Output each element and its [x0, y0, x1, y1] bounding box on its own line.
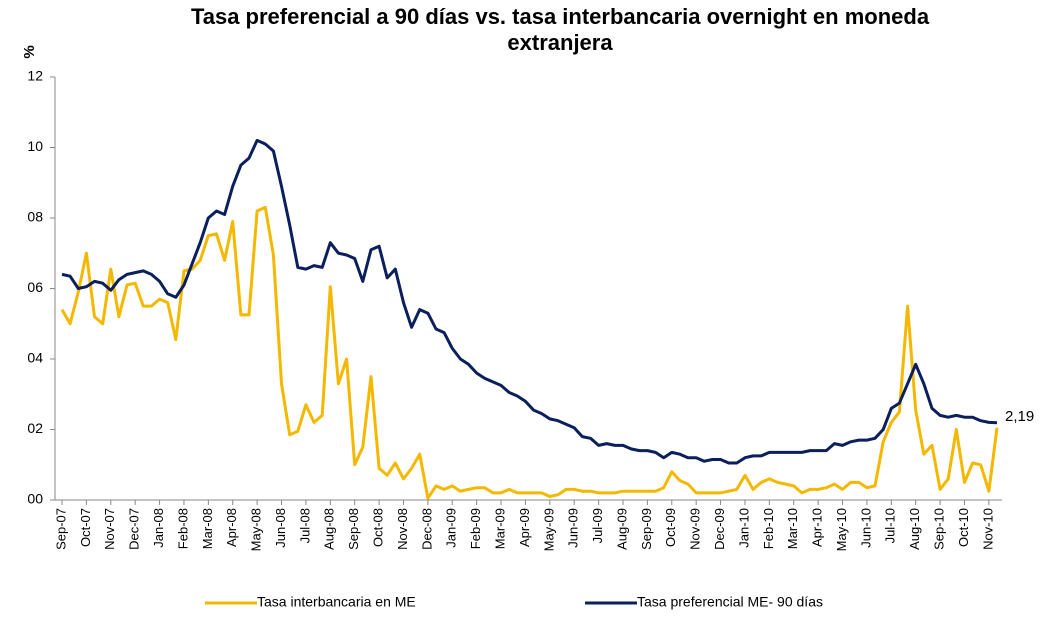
- x-tick-label: Aug-08: [322, 508, 337, 550]
- x-tick-label: Nov-09: [688, 508, 703, 550]
- legend-label: Tasa preferencial ME- 90 días: [637, 594, 823, 610]
- x-tick-label: Feb-10: [761, 508, 776, 549]
- x-tick-label: Jun-09: [566, 508, 581, 548]
- x-tick-label: May-09: [541, 508, 556, 551]
- x-tick-label: Aug-09: [614, 508, 629, 550]
- x-tick-label: Jul-10: [883, 508, 898, 543]
- x-tick-label: Oct-10: [956, 508, 971, 547]
- x-tick-label: Dec-08: [419, 508, 434, 550]
- x-tick-label: Jan-08: [151, 508, 166, 548]
- x-tick-label: Nov-08: [395, 508, 410, 550]
- x-tick-label: Apr-08: [224, 508, 239, 547]
- x-tick-label: Sep-09: [639, 508, 654, 550]
- y-tick-label: 12: [27, 68, 43, 84]
- x-tick-label: Jan-09: [444, 508, 459, 548]
- x-tick-label: Jul-09: [590, 508, 605, 543]
- x-tick-label: Sep-10: [932, 508, 947, 550]
- x-tick-label: Apr-09: [517, 508, 532, 547]
- x-tick-label: Nov-10: [980, 508, 995, 550]
- x-tick-label: May-08: [249, 508, 264, 551]
- x-tick-label: Mar-10: [785, 508, 800, 549]
- data-label: 2,19: [1005, 408, 1034, 425]
- y-tick-label: 06: [27, 279, 43, 295]
- x-tick-label: Nov-07: [102, 508, 117, 550]
- chart-title: Tasa preferencial a 90 días vs. tasa int…: [190, 4, 930, 55]
- x-tick-label: Jun-10: [858, 508, 873, 548]
- x-tick-label: Dec-07: [127, 508, 142, 550]
- x-tick-label: May-10: [834, 508, 849, 551]
- legend-label: Tasa interbancaria en ME: [257, 594, 416, 610]
- x-tick-label: Sep-07: [53, 508, 68, 550]
- y-tick-label: 00: [27, 491, 43, 507]
- y-axis-label: %: [21, 45, 38, 58]
- series-line: [61, 138, 998, 465]
- series-line: [60, 205, 999, 500]
- x-tick-label: Mar-08: [200, 508, 215, 549]
- y-tick-label: 08: [27, 209, 43, 225]
- x-tick-label: Oct-08: [371, 508, 386, 547]
- y-tick-label: 04: [27, 350, 43, 366]
- x-tick-label: Jan-10: [736, 508, 751, 548]
- x-tick-label: Jun-08: [273, 508, 288, 548]
- y-tick-label: 10: [27, 138, 43, 154]
- x-tick-label: Aug-10: [907, 508, 922, 550]
- x-tick-label: Mar-09: [492, 508, 507, 549]
- y-tick-label: 02: [27, 420, 43, 436]
- x-tick-label: Feb-09: [468, 508, 483, 549]
- x-tick-label: Apr-10: [810, 508, 825, 547]
- x-tick-label: Oct-07: [78, 508, 93, 547]
- x-tick-label: Feb-08: [175, 508, 190, 549]
- x-tick-label: Jul-08: [297, 508, 312, 543]
- x-tick-label: Sep-08: [346, 508, 361, 550]
- x-tick-label: Oct-09: [663, 508, 678, 547]
- x-tick-label: Dec-09: [712, 508, 727, 550]
